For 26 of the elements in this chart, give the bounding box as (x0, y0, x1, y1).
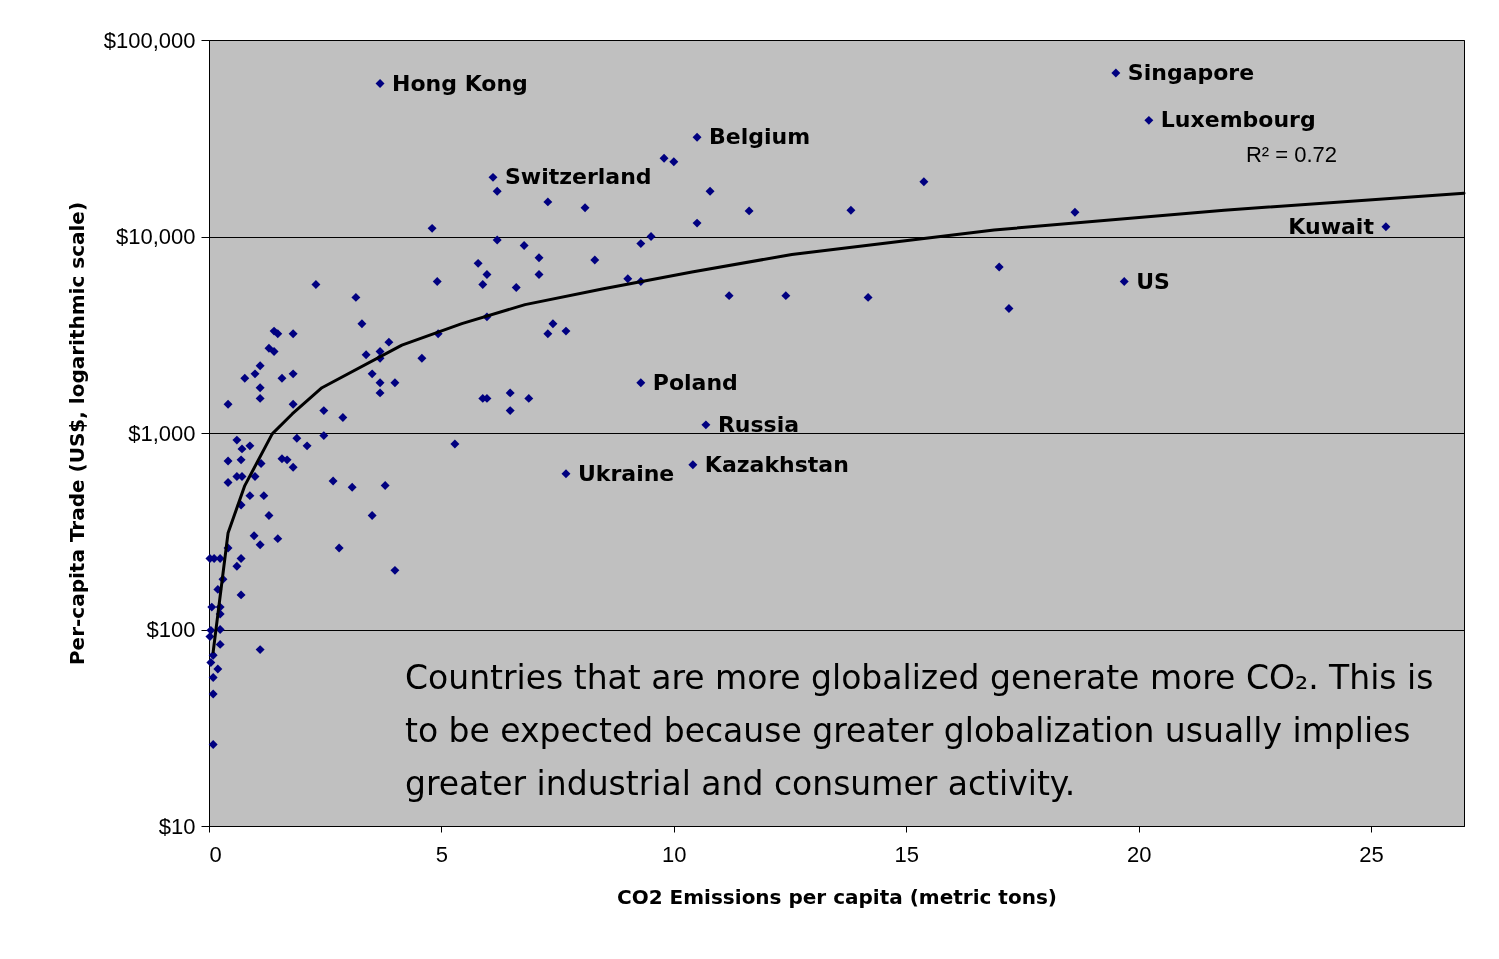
x-axis-title: CO2 Emissions per capita (metric tons) (617, 884, 1057, 909)
annotation: Singapore (1127, 59, 1255, 85)
y-tick-label: $10,000 (115, 224, 196, 249)
annotation: Luxembourg (1160, 107, 1316, 133)
x-tick-label: 10 (662, 841, 687, 867)
x-tick-label: 15 (894, 841, 919, 867)
annotation: Switzerland (505, 164, 652, 190)
x-tick-label: 5 (435, 841, 449, 867)
y-axis-title: Per-capita Trade (US$, logarithmic scale) (64, 201, 89, 666)
annotation: Countries that are more globalized generate more CO₂. This is to be expected because greater globalization usually implies greater industrial and consumer activity. (405, 658, 1434, 803)
annotation: Kuwait (1288, 213, 1375, 239)
x-tick-label: 20 (1126, 841, 1152, 867)
annotation: US (1136, 268, 1170, 294)
y-tick-label: $100 (146, 617, 196, 642)
annotation: Kazakhstan (704, 451, 849, 477)
x-tick-label: 0 (209, 841, 222, 867)
annotation: Poland (652, 369, 738, 395)
annotation: Ukraine (577, 460, 675, 486)
x-tick-label: 25 (1359, 841, 1384, 867)
annotation: Belgium (709, 124, 811, 150)
annotation: R² = 0.72 (1245, 142, 1337, 167)
y-tick-label: $100,000 (103, 27, 196, 53)
annotation: Hong Kong (392, 70, 528, 96)
y-tick-label: $1,000 (128, 420, 196, 446)
annotation: Russia (717, 411, 800, 437)
y-tick-label: $10 (158, 813, 196, 839)
